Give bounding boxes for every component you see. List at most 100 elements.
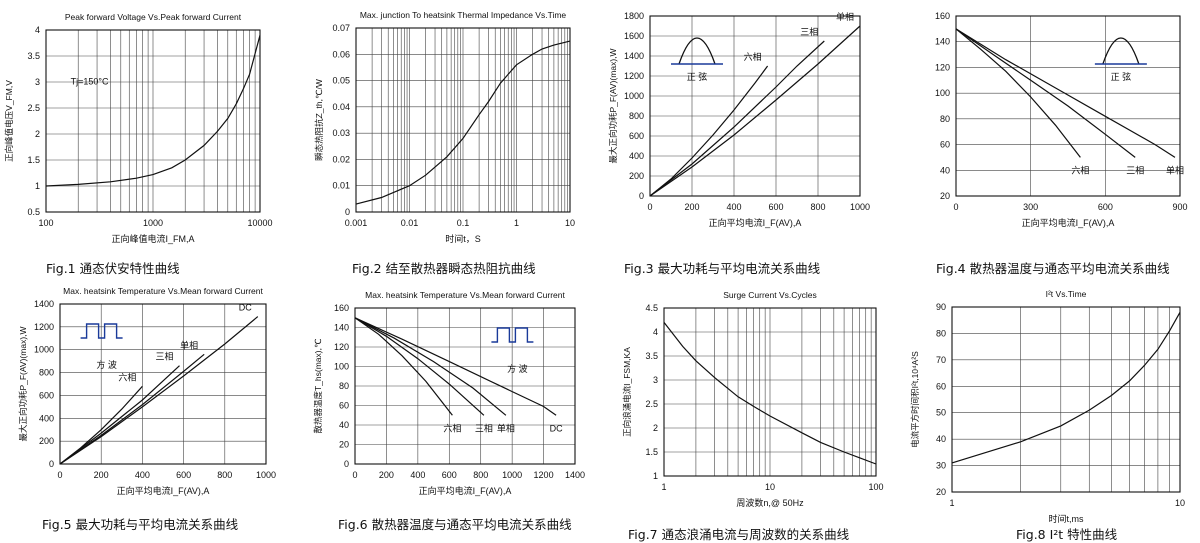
y-tick-label: 80 bbox=[339, 381, 349, 391]
y-tick-label: 40 bbox=[936, 434, 946, 444]
y-tick-label: 140 bbox=[935, 37, 950, 47]
x-tick-label: 0 bbox=[953, 202, 958, 212]
series-label: 三相 bbox=[475, 422, 493, 433]
y-tick-label: 4 bbox=[653, 327, 658, 337]
plot-frame bbox=[663, 307, 877, 477]
y-axis-label: 正向浪涌电流I_FSM,KA bbox=[622, 347, 632, 437]
x-tick-label: 10 bbox=[1175, 498, 1185, 508]
grid bbox=[59, 303, 267, 465]
plot-frame bbox=[45, 29, 261, 213]
chart-title: Max. heatsink Temperature Vs.Mean forwar… bbox=[63, 286, 263, 296]
y-tick-label: 2.5 bbox=[645, 399, 658, 409]
y-tick-label: 120 bbox=[334, 342, 349, 352]
plot-frame bbox=[59, 303, 267, 465]
x-tick-label: 100 bbox=[868, 482, 883, 492]
y-tick-label: 50 bbox=[936, 408, 946, 418]
x-tick-label: 0 bbox=[647, 202, 652, 212]
chart-fig8: 1 10 20 30 40 50 60 70 80 90 I²t Vs.Time 时间t,ms 电流平方… bbox=[910, 289, 1185, 524]
chart-fig5: 0 200 400 600 800 1000 0 200 400 600 800 1000 1200 14… bbox=[18, 286, 276, 496]
y-tick-label: 3 bbox=[653, 375, 658, 385]
plot-frame bbox=[955, 15, 1181, 197]
y-tick-label: 4 bbox=[35, 25, 40, 35]
y-tick-label: 1600 bbox=[624, 31, 644, 41]
y-axis-label: 正向峰值电压V_FM,V bbox=[4, 80, 14, 162]
y-tick-label: 0.03 bbox=[332, 128, 350, 138]
y-tick-label: 40 bbox=[940, 165, 950, 175]
y-tick-label: 1200 bbox=[34, 322, 54, 332]
y-tick-label: 0.05 bbox=[332, 76, 350, 86]
square-wave-icon bbox=[80, 323, 123, 339]
series-line bbox=[951, 312, 1181, 464]
y-tick-label: 1800 bbox=[624, 11, 644, 21]
figure-8: 1 10 20 30 40 50 60 70 80 90 I²t Vs.Time 时间t,ms 电流平方… bbox=[900, 280, 1200, 542]
y-tick-label: 0 bbox=[344, 459, 349, 469]
x-tick-label: 0.01 bbox=[401, 218, 419, 228]
chart-title: Peak forward Voltage Vs.Peak forward Cur… bbox=[65, 12, 242, 22]
chart-fig3: 0 200 400 600 800 1000 0 200 400 600 800 1000 1200 14… bbox=[608, 11, 870, 228]
y-tick-label: 400 bbox=[39, 413, 54, 423]
x-tick-label: 600 bbox=[768, 202, 783, 212]
sine-wave-icon bbox=[1094, 37, 1147, 65]
y-tick-label: 1000 bbox=[34, 345, 54, 355]
y-tick-label: 60 bbox=[339, 401, 349, 411]
series-line bbox=[59, 365, 180, 465]
figure-caption: Fig.6 散热器温度与通态平均电流关系曲线 bbox=[338, 517, 572, 532]
series-line bbox=[955, 28, 1081, 158]
y-tick-label: 100 bbox=[935, 88, 950, 98]
series-line bbox=[354, 317, 453, 416]
y-tick-label: 0 bbox=[639, 191, 644, 201]
series-label: DC bbox=[550, 423, 563, 433]
figure-7: 1 10 100 1 1.5 2 2.5 3 3.5 4 4.5 Surge Current Vs.C… bbox=[600, 280, 900, 542]
x-tick-label: 600 bbox=[1098, 202, 1113, 212]
figure-2: 0.001 0.01 0.1 1 10 0 0.01 0.02 0.03 0.04 0.05 0.06… bbox=[300, 0, 600, 276]
inset-label: 方 波 bbox=[507, 363, 528, 374]
y-tick-label: 1 bbox=[35, 181, 40, 191]
inset-label: 正 弦 bbox=[687, 71, 708, 82]
y-tick-label: 80 bbox=[936, 328, 946, 338]
series-label: 六相 bbox=[443, 422, 461, 433]
x-tick-label: 900 bbox=[1172, 202, 1187, 212]
y-tick-label: 100 bbox=[334, 362, 349, 372]
y-tick-label: 1400 bbox=[34, 299, 54, 309]
series-line bbox=[45, 35, 261, 187]
y-tick-label: 20 bbox=[936, 487, 946, 497]
x-tick-label: 600 bbox=[442, 470, 457, 480]
x-tick-label: 0.1 bbox=[457, 218, 470, 228]
series-label: 三相 bbox=[800, 26, 818, 37]
y-tick-label: 120 bbox=[935, 62, 950, 72]
x-axis-label: 时间t，S bbox=[445, 233, 481, 244]
chart-fig2: 0.001 0.01 0.1 1 10 0 0.01 0.02 0.03 0.04 0.05 0.06… bbox=[314, 10, 575, 244]
y-axis-label: 最大正向功耗P_F(AV)(max),W bbox=[608, 48, 618, 163]
x-tick-label: 1000 bbox=[143, 218, 163, 228]
series-label: DC bbox=[239, 303, 252, 313]
y-tick-label: 1400 bbox=[624, 51, 644, 61]
series-line bbox=[649, 65, 769, 197]
series-line bbox=[955, 28, 1176, 158]
chart-fig1: 100 1000 10000 0.5 1 1.5 2 2.5 3 3.5 4 Peak forward… bbox=[4, 12, 273, 244]
y-tick-label: 200 bbox=[629, 171, 644, 181]
x-tick-label: 10 bbox=[565, 218, 575, 228]
plot-frame bbox=[649, 15, 861, 197]
figure-6: 0 200 400 600 800 1000 1200 1400 0 20 40 60 80 100 120… bbox=[300, 280, 600, 539]
x-tick-label: 400 bbox=[726, 202, 741, 212]
y-tick-label: 1.5 bbox=[27, 155, 40, 165]
y-tick-label: 0.07 bbox=[332, 23, 350, 33]
series-line bbox=[663, 322, 877, 465]
y-tick-label: 200 bbox=[39, 436, 54, 446]
series-label: 三相 bbox=[155, 351, 173, 362]
y-tick-label: 600 bbox=[629, 131, 644, 141]
figure-caption: Fig.5 最大功耗与平均电流关系曲线 bbox=[42, 517, 239, 532]
y-tick-label: 800 bbox=[39, 368, 54, 378]
sine-wave-icon bbox=[678, 37, 716, 65]
y-tick-label: 140 bbox=[334, 323, 349, 333]
plot-frame bbox=[354, 307, 576, 465]
series-label: 单相 bbox=[497, 422, 515, 433]
y-tick-label: 2.5 bbox=[27, 103, 40, 113]
inset-label: 方 波 bbox=[96, 359, 117, 370]
figure-caption: Fig.3 最大功耗与平均电流关系曲线 bbox=[624, 261, 821, 276]
y-tick-label: 3.5 bbox=[27, 51, 40, 61]
y-tick-label: 70 bbox=[936, 355, 946, 365]
grid bbox=[649, 15, 861, 197]
chart-title: Surge Current Vs.Cycles bbox=[723, 290, 817, 300]
x-tick-label: 0 bbox=[57, 470, 62, 480]
